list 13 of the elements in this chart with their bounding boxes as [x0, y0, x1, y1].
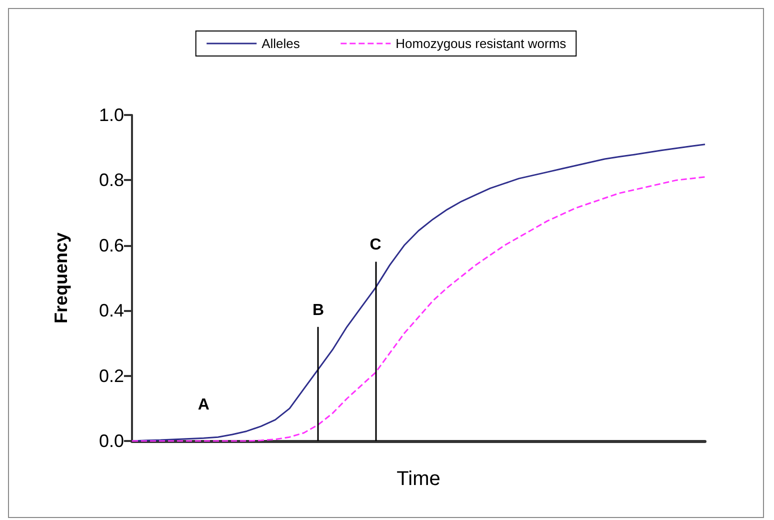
annotation: C — [370, 236, 382, 254]
annotation: A — [198, 396, 210, 414]
y-tick-label: 1.0 — [98, 105, 124, 125]
annotation: B — [312, 302, 324, 319]
y-tick-label: 0.2 — [98, 366, 124, 386]
legend-label: Alleles — [262, 36, 300, 51]
legend-label: Homozygous resistant worms — [396, 36, 567, 51]
y-tick-label: 0.4 — [98, 300, 124, 321]
y-tick-label: 0.6 — [98, 235, 124, 256]
y-tick-label: 0.8 — [98, 170, 124, 190]
y-tick-label: 0.0 — [98, 431, 124, 451]
x-axis-title: Time — [396, 468, 440, 490]
y-axis-title: Frequency — [51, 232, 71, 324]
